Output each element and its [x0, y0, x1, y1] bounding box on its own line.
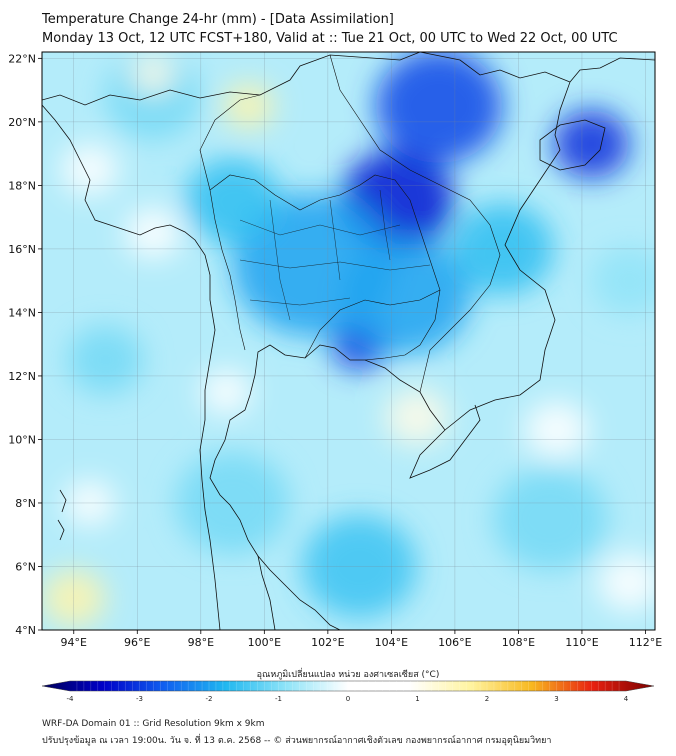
lat-tick-label: 10°N: [8, 433, 36, 446]
field-blob-13: [591, 246, 655, 315]
field-blob-1: [375, 52, 503, 164]
colorbar-segments: [76, 681, 620, 691]
colorbar-ticks: -4 -3 -2 -1 0 1 2 3 4: [67, 695, 629, 703]
lat-tick-label: 20°N: [8, 116, 36, 129]
coastline-malaysia-east: [257, 555, 276, 630]
field-blob-22: [597, 553, 655, 611]
lat-tick-label: 12°N: [8, 370, 36, 383]
lon-tick-label: 102°E: [311, 636, 344, 649]
colorbar-tick-label: -3: [136, 695, 143, 703]
axis-ticks: 94°E 96°E 98°E 100°E 102°E 104°E 106°E 108°E 110…: [8, 52, 662, 649]
coastlines-borders: [42, 52, 655, 630]
colorbar-tick-label: 4: [624, 695, 629, 703]
colorbar-tick-label: 3: [554, 695, 558, 703]
footer-update-info: ปรับปรุงข้อมูล ณ เวลา 19:00น. วัน จ. ที่…: [42, 736, 552, 746]
colorbar-tick-label: 0: [346, 695, 350, 703]
title-line-1: Temperature Change 24-hr (mm) - [Data As…: [42, 12, 394, 27]
colorbar-tick-label: 1: [415, 695, 419, 703]
lon-tick-label: 110°E: [565, 636, 598, 649]
lat-tick-label: 22°N: [8, 52, 36, 65]
field-blob-23: [200, 368, 252, 415]
border-myanmar: [199, 94, 261, 351]
hainan-island: [539, 119, 606, 171]
lon-tick-label: 98°E: [188, 636, 214, 649]
field-blob-6: [105, 53, 201, 140]
colorbar-tick-label: -1: [275, 695, 282, 703]
colorbar-tick-label: -4: [67, 695, 75, 703]
field-blob-2: [553, 109, 630, 179]
map-plot-area: [42, 52, 655, 630]
field-blob-7: [67, 325, 144, 395]
field-blob-20: [124, 207, 182, 259]
field-blob-19: [524, 401, 589, 459]
islands-andaman: [57, 489, 67, 541]
lon-tick-label: 96°E: [124, 636, 150, 649]
lon-tick-label: 94°E: [61, 636, 87, 649]
field-blob-18: [385, 388, 449, 446]
coastline-west: [42, 104, 221, 630]
colorbar-label: อุณหภูมิเปลี่ยนแปลง หน่วย องศาเซลเซียส (…: [257, 667, 440, 680]
border-laos-vietnam: [329, 54, 501, 393]
lon-tick-label: 106°E: [438, 636, 471, 649]
footer-model-info: WRF-DA Domain 01 :: Grid Resolution 9km …: [42, 719, 265, 729]
lat-tick-label: 14°N: [8, 306, 36, 319]
lat-tick-label: 18°N: [8, 179, 36, 192]
field-blob-21: [61, 143, 119, 196]
colorbar: -4 -3 -2 -1 0 1 2 3 4: [41, 680, 655, 703]
lat-tick-label: 8°N: [15, 497, 36, 510]
map-figure: 94°E 96°E 98°E 100°E 102°E 104°E 106°E 108°E 110…: [8, 51, 662, 703]
map-frame: [41, 51, 656, 631]
border-thailand: [209, 174, 441, 361]
temperature-change-field: [42, 52, 655, 627]
field-blob-5: [343, 239, 471, 354]
lon-tick-label: 112°E: [629, 636, 662, 649]
field-blob-10: [184, 158, 281, 245]
colorbar-tick-label: -2: [206, 695, 213, 703]
lon-tick-label: 108°E: [502, 636, 535, 649]
lon-tick-label: 104°E: [375, 636, 408, 649]
lon-tick-label: 100°E: [248, 636, 281, 649]
lat-tick-label: 6°N: [15, 560, 36, 573]
field-blob-12: [493, 467, 608, 571]
province-lines: [239, 189, 431, 321]
title-line-2: Monday 13 Oct, 12 UTC FCST+180, Valid at…: [42, 31, 618, 46]
lat-tick-label: 4°N: [15, 624, 36, 637]
field-blob-15: [130, 54, 176, 95]
colorbar-tick-label: 2: [485, 695, 489, 703]
lat-tick-label: 16°N: [8, 243, 36, 256]
border-cambodia: [304, 289, 441, 359]
